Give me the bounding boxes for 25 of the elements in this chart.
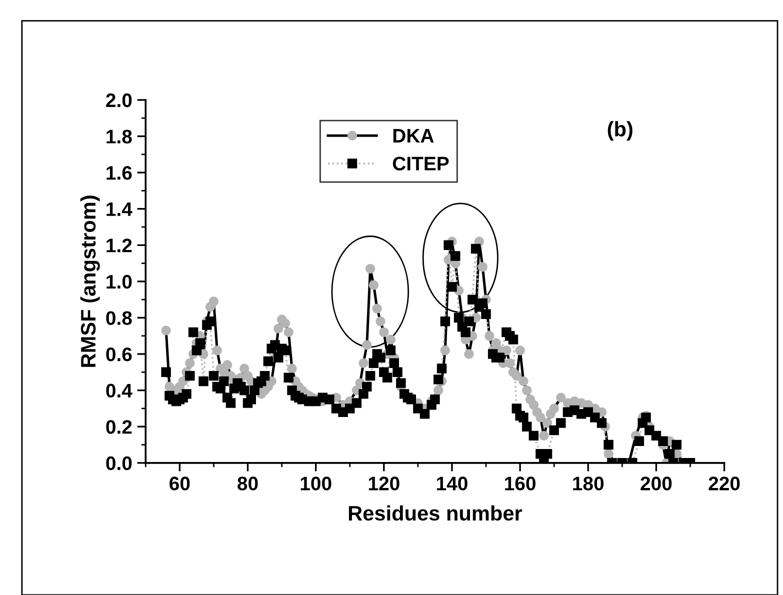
y-tick-label: 0.2 [106,420,132,434]
y-tick-label: 1.6 [106,166,132,180]
x-tick-label: 80 [238,476,258,490]
y-tick-label: 1.2 [106,238,132,252]
y-tick-label: 1.4 [106,202,132,216]
y-tick-label: 0.4 [106,384,132,398]
legend-label: DKA [393,129,434,142]
y-tick-label: 0.6 [106,347,132,362]
x-tick-label: 120 [368,476,400,490]
x-tick-label: 60 [170,476,190,490]
y-tick-label: 1.8 [106,130,132,144]
x-tick-label: 140 [436,476,468,490]
x-axis-title: Residues number [348,505,522,521]
annotation: (b) [608,121,632,141]
y-axis-title: RMSF (angstrom) [80,196,100,367]
x-tick-label: 160 [505,476,536,490]
legend-label: CITEP [392,156,449,170]
y-tick-label: 1.0 [106,274,132,289]
x-tick-label: 100 [300,476,332,490]
y-tick-label: 2.0 [106,93,132,108]
x-tick-label: 200 [640,476,672,490]
x-tick-label: 220 [708,476,740,490]
x-tick-label: 180 [573,476,604,490]
y-tick-label: 0.8 [106,311,132,325]
y-tick-label: 0.0 [106,456,132,470]
